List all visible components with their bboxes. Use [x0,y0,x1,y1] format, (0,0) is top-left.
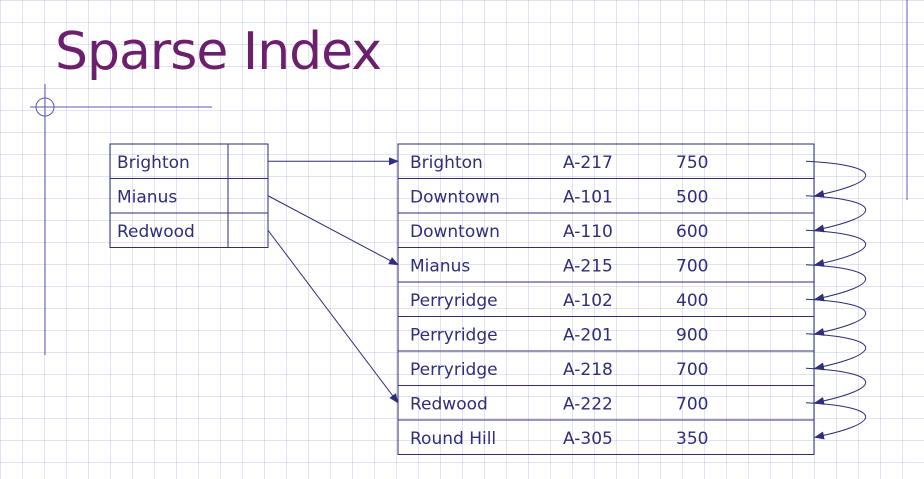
record-branch: Downtown [410,188,500,208]
record-row: Downtown A-110 600 [397,212,815,248]
record-row: Downtown A-101 500 [397,178,815,214]
record-branch: Perryridge [410,360,498,380]
record-branch: Perryridge [410,326,498,346]
record-balance: 700 [676,360,708,380]
record-chain-arrow [805,333,867,371]
index-pointer-arrow [267,229,399,404]
record-branch: Redwood [410,395,488,415]
record-account: A-201 [563,326,613,346]
record-balance: 750 [676,153,708,173]
index-key-label: Redwood [117,222,195,242]
index-table: Brighton Mianus Redwood [109,143,269,248]
record-row: Perryridge A-102 400 [397,281,815,317]
record-row: Redwood A-222 700 [397,385,815,421]
decorative-crosshair [30,0,908,355]
slide-title: Sparse Index [55,22,382,82]
record-branch: Downtown [410,222,500,242]
record-chain-arrow [805,229,867,267]
index-pointer-cell [227,178,269,214]
record-balance: 350 [676,429,708,449]
record-row: Perryridge A-218 700 [397,350,815,386]
index-pointer-arrow [267,195,399,266]
record-account: A-102 [563,291,613,311]
index-pointer-cell [227,212,269,248]
record-account: A-218 [563,360,613,380]
record-account: A-215 [563,257,613,277]
record-row: Round Hill A-305 350 [397,419,815,455]
record-chain-arrow [805,195,867,233]
record-cell [397,419,815,455]
record-chain-arrow [805,264,867,302]
record-branch: Round Hill [410,429,496,449]
record-account: A-222 [563,395,613,415]
index-key-label: Mianus [117,188,177,208]
record-balance: 700 [676,257,708,277]
record-chain-arrow [805,298,867,336]
record-branch: Brighton [410,153,483,173]
record-chain-arrow [805,402,867,440]
record-chain-arrow [805,367,867,405]
index-key-label: Brighton [117,153,190,173]
record-chain-arrow [805,160,867,198]
index-entry: Brighton [109,143,269,179]
record-balance: 700 [676,395,708,415]
record-account: A-101 [563,188,613,208]
record-account: A-305 [563,429,613,449]
record-account: A-217 [563,153,613,173]
record-balance: 500 [676,188,708,208]
record-balance: 600 [676,222,708,242]
record-balance: 400 [676,291,708,311]
index-pointer-cell [227,143,269,179]
index-entry: Mianus [109,178,269,214]
record-row: Brighton A-217 750 [397,143,815,179]
record-row: Perryridge A-201 900 [397,316,815,352]
record-account: A-110 [563,222,613,242]
record-branch: Mianus [410,257,470,277]
record-chain-arrows [805,160,867,440]
record-branch: Perryridge [410,291,498,311]
record-balance: 900 [676,326,708,346]
record-row: Mianus A-215 700 [397,247,815,283]
index-pointer-arrows [267,157,399,404]
index-entry: Redwood [109,212,269,248]
